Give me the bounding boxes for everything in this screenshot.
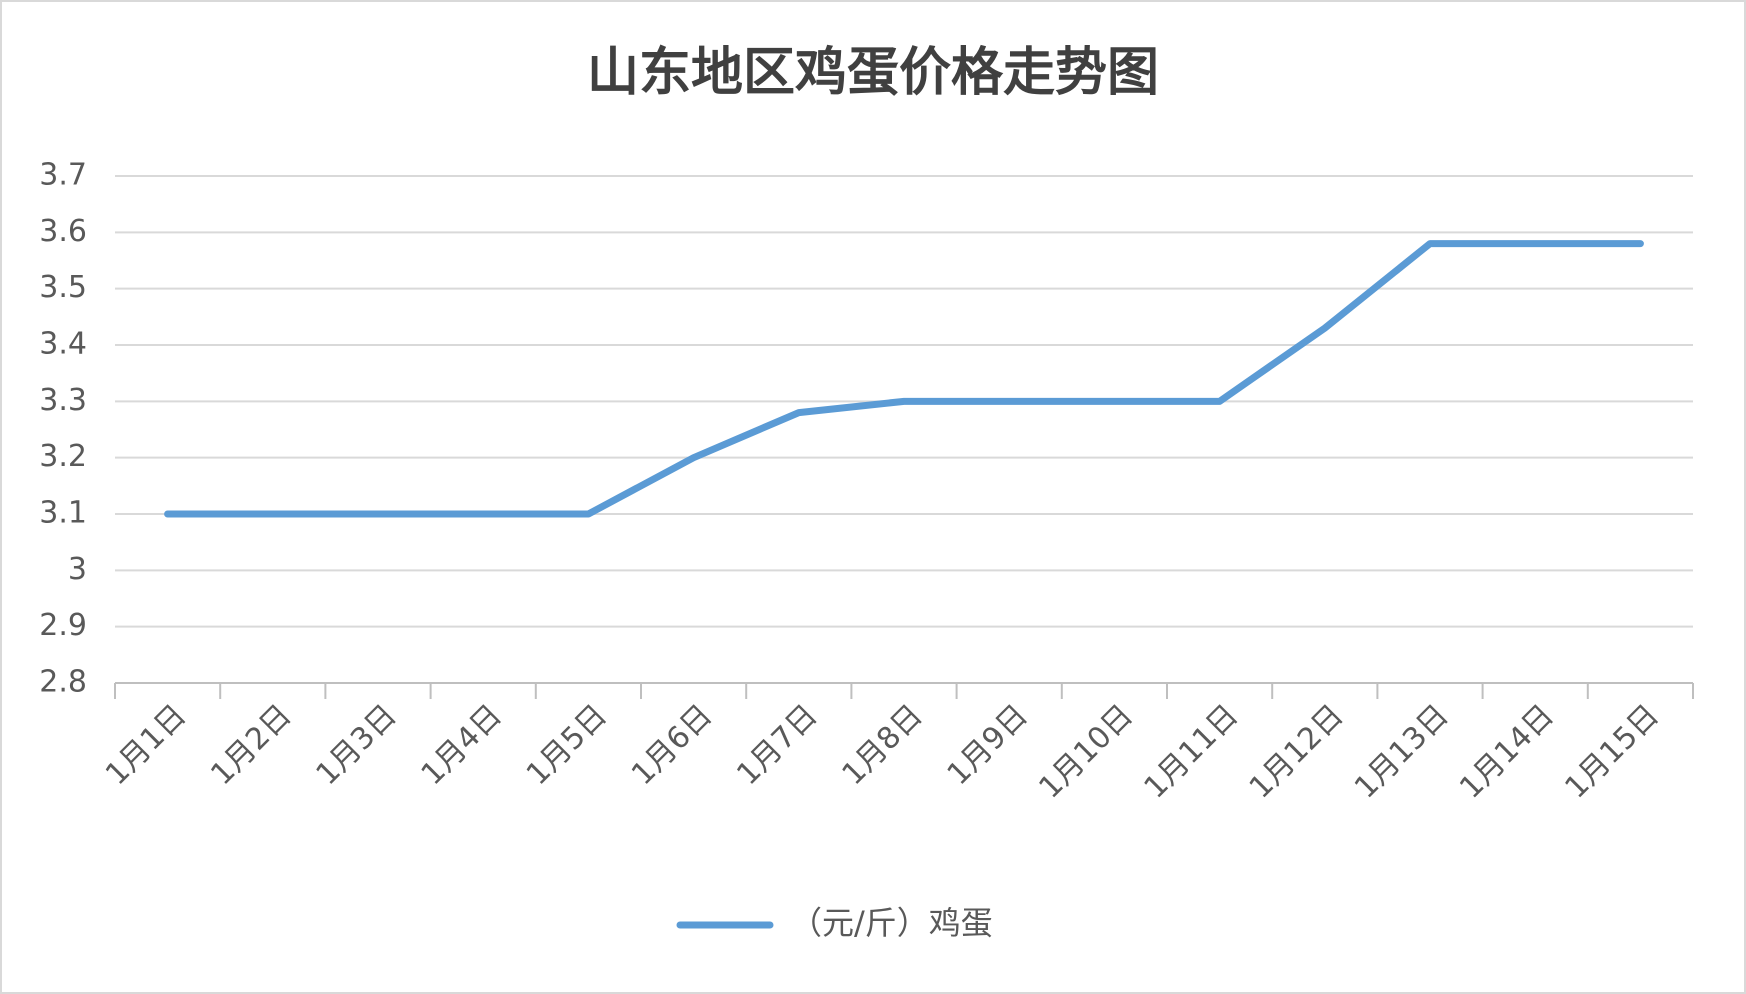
y-tick-label: 2.8 — [39, 665, 87, 700]
y-tick-label: 3.5 — [39, 270, 87, 305]
data-line — [164, 240, 1644, 518]
y-tick-label: 3.1 — [39, 496, 87, 531]
legend-label: （元/斤）鸡蛋 — [790, 904, 993, 942]
y-tick-label: 3.6 — [39, 214, 87, 249]
chart-title: 山东地区鸡蛋价格走势图 — [587, 43, 1159, 103]
y-tick-label: 2.9 — [39, 608, 87, 643]
y-tick-label: 3.7 — [39, 158, 87, 193]
y-tick-label: 3.4 — [39, 327, 87, 362]
y-tick-label: 3.3 — [39, 383, 87, 418]
y-tick-label: 3 — [68, 552, 87, 587]
y-tick-label: 3.2 — [39, 439, 87, 474]
